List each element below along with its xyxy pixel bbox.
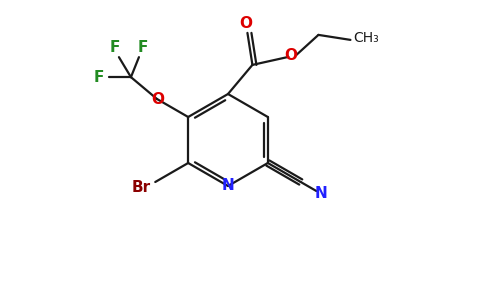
Text: O: O — [151, 92, 165, 106]
Text: F: F — [110, 40, 120, 55]
Text: F: F — [138, 40, 148, 55]
Text: O: O — [239, 16, 252, 32]
Text: CH₃: CH₃ — [353, 31, 379, 45]
Text: F: F — [94, 70, 104, 85]
Text: Br: Br — [132, 179, 151, 194]
Text: N: N — [315, 185, 328, 200]
Text: N: N — [222, 178, 234, 194]
Text: O: O — [284, 48, 297, 63]
